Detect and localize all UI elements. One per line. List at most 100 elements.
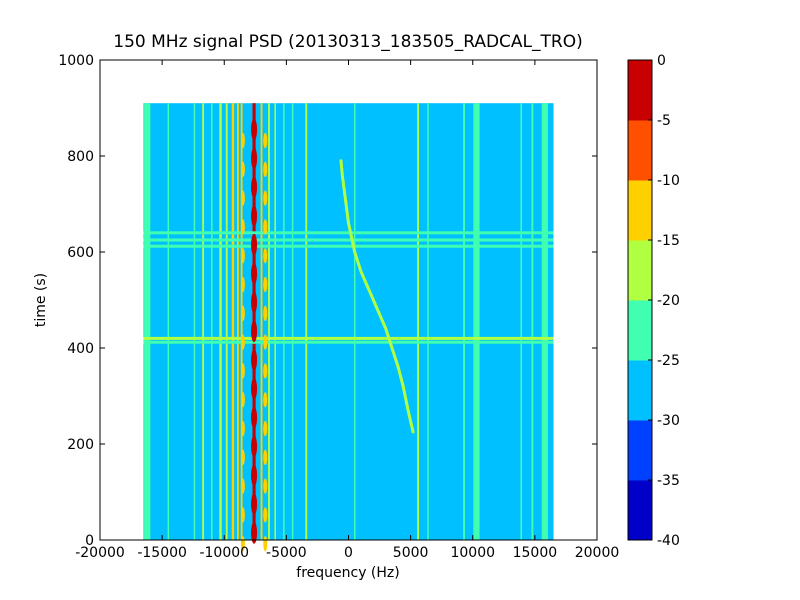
x-tick-label: -15000 <box>137 545 187 561</box>
heatmap-sidelobe <box>240 248 245 264</box>
x-axis: -20000 -15000 -10000 -5000 0 5000 10000 15000 20… <box>75 60 619 561</box>
heatmap-sidelobe <box>240 219 245 235</box>
x-axis-label: frequency (Hz) <box>296 565 399 581</box>
heatmap-vertical-band <box>167 103 170 540</box>
colorbar-tick-label: -25 <box>657 353 680 369</box>
heatmap-sidelobe <box>263 305 268 322</box>
heatmap-vertical-band <box>353 103 356 540</box>
heatmap-peak-lobe <box>251 377 258 400</box>
heatmap-vertical-band <box>236 103 239 540</box>
heatmap-sidelobe <box>240 449 245 466</box>
heatmap-sidelobe <box>263 507 268 523</box>
heatmap-sidelobe <box>240 478 245 494</box>
heatmap-sidelobe <box>263 190 268 206</box>
heatmap-vertical-band <box>260 103 263 540</box>
heatmap-horizontal-band <box>143 340 554 344</box>
colorbar-tick-label: -40 <box>657 533 680 549</box>
heatmap-vertical-band <box>144 103 151 540</box>
heatmap-sidelobe <box>240 392 245 408</box>
heatmap-sidelobe <box>263 248 268 264</box>
heatmap-sidelobe <box>263 219 268 235</box>
colorbar-tick-label: -30 <box>657 413 680 429</box>
heatmap-horizontal-band <box>143 231 554 235</box>
heatmap-vertical-band <box>305 103 308 540</box>
y-tick-label: 600 <box>67 245 94 261</box>
x-tick-label: 15000 <box>513 545 558 561</box>
heatmap-horizontal-band <box>143 336 554 340</box>
x-tick-label: 5000 <box>393 545 429 561</box>
heatmap-sidelobe <box>240 276 245 293</box>
y-tick-label: 200 <box>67 437 94 453</box>
heatmap-peak-lobe <box>251 262 258 285</box>
heatmap-peak-lobe <box>251 493 258 515</box>
heatmap <box>143 103 554 552</box>
heatmap-vertical-band <box>520 103 522 540</box>
x-tick-label: -10000 <box>199 545 249 561</box>
heatmap-vertical-band <box>202 103 205 540</box>
heatmap-vertical-band <box>541 103 548 540</box>
y-tick-label: 800 <box>67 149 94 165</box>
colorbar-tick-label: -15 <box>657 233 680 249</box>
heatmap-vertical-band <box>291 103 294 540</box>
heatmap-sidelobe <box>263 363 268 379</box>
heatmap-sidelobe <box>263 334 268 350</box>
heatmap-vertical-band <box>417 103 420 540</box>
colorbar-swatch <box>628 480 652 541</box>
heatmap-vertical-band <box>473 103 480 540</box>
heatmap-peak-lobe <box>251 233 258 256</box>
colorbar-tick-label: -35 <box>657 473 680 489</box>
heatmap-peak-lobe <box>251 205 258 227</box>
heatmap-sidelobe <box>263 478 268 494</box>
heatmap-peak-lobe <box>251 118 258 141</box>
heatmap-vertical-band <box>211 103 213 540</box>
heatmap-sidelobe <box>240 507 245 523</box>
heatmap-horizontal-band <box>143 244 554 248</box>
colorbar-tick-label: -10 <box>657 173 680 189</box>
colorbar-swatch <box>628 60 652 121</box>
x-tick-label: 0 <box>344 545 353 561</box>
heatmap-vertical-band <box>531 103 534 540</box>
heatmap-peak-lobe <box>251 406 258 429</box>
x-tick-label: 10000 <box>450 545 495 561</box>
heatmap-vertical-band <box>219 103 222 540</box>
heatmap-vertical-band <box>193 103 196 540</box>
heatmap-sidelobe <box>240 305 245 322</box>
heatmap-horizontal-band <box>143 238 554 242</box>
heatmap-vertical-band <box>268 103 270 540</box>
y-tick-label: 1000 <box>58 53 94 69</box>
colorbar-tick-label: -20 <box>657 293 680 309</box>
colorbar-tick-label: -5 <box>657 113 671 129</box>
heatmap-peak-lobe <box>251 349 258 371</box>
drifting-tone-trace <box>339 159 415 434</box>
heatmap-sidelobe <box>240 190 245 206</box>
x-tick-label: -5000 <box>266 545 307 561</box>
colorbar-tick-label: 0 <box>657 53 666 69</box>
heatmap-vertical-band <box>427 103 429 540</box>
colorbar-swatch <box>628 240 652 301</box>
heatmap-sidelobe <box>240 334 245 350</box>
heatmap-peak-lobe <box>251 147 258 170</box>
heatmap-vertical-band <box>283 103 285 540</box>
heatmap-sidelobe <box>263 420 268 437</box>
colorbar: 0 -5 -10 -15 -20 -25 -30 -35 -40 <box>627 53 680 549</box>
y-axis-label: time (s) <box>33 273 49 327</box>
colorbar-swatch <box>628 120 652 181</box>
heatmap-sidelobe <box>240 161 245 178</box>
heatmap-sidelobe <box>263 449 268 466</box>
colorbar-swatch <box>628 180 652 241</box>
heatmap-sidelobe <box>263 132 268 149</box>
heatmap-peak-lobe <box>251 521 258 544</box>
heatmap-vertical-band <box>225 103 228 540</box>
heatmap-sidelobe <box>263 161 268 178</box>
x-tick-label: -20000 <box>75 545 125 561</box>
colorbar-swatch <box>628 420 652 481</box>
heatmap-peak-lobe <box>251 176 258 199</box>
y-tick-label: 400 <box>67 341 94 357</box>
heatmap-sidelobe <box>240 420 245 437</box>
y-axis: 0 200 400 600 800 1000 <box>58 53 597 549</box>
heatmap-sidelobe <box>263 392 268 408</box>
heatmap-sidelobe <box>263 276 268 293</box>
colorbar-swatch <box>628 300 652 361</box>
chart-title: 150 MHz signal PSD (20130313_183505_RADC… <box>113 32 582 52</box>
heatmap-vertical-band <box>274 103 276 540</box>
